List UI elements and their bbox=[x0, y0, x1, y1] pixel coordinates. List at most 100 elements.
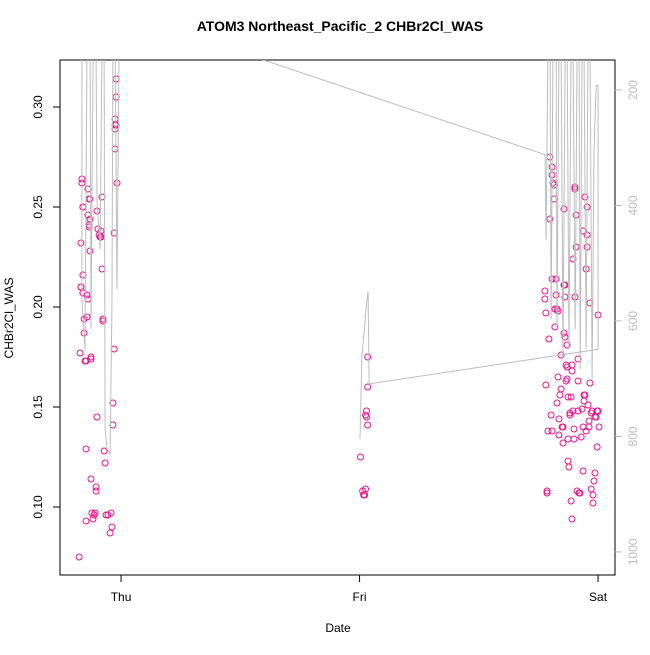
data-point bbox=[77, 239, 85, 247]
data-point bbox=[87, 355, 95, 363]
data-point bbox=[557, 385, 565, 393]
data-point bbox=[579, 423, 587, 431]
data-point bbox=[578, 405, 586, 413]
data-point bbox=[77, 283, 85, 291]
data-point bbox=[75, 553, 83, 561]
data-point bbox=[89, 515, 97, 523]
data-point bbox=[552, 291, 560, 299]
data-point bbox=[563, 341, 571, 349]
data-point bbox=[564, 393, 572, 401]
data-point bbox=[93, 207, 101, 215]
data-point bbox=[565, 463, 573, 471]
data-point bbox=[82, 445, 90, 453]
data-point bbox=[92, 483, 100, 491]
data-point bbox=[86, 195, 94, 203]
y2-tick-label: 1000 bbox=[626, 538, 640, 565]
data-point bbox=[541, 287, 549, 295]
data-point bbox=[86, 215, 94, 223]
y2-tick-label: 200 bbox=[626, 80, 640, 100]
y-tick-label: 0.20 bbox=[31, 295, 45, 319]
data-point bbox=[113, 179, 121, 187]
data-point bbox=[93, 413, 101, 421]
chart-title: ATOM3 Northeast_Pacific_2 CHBr2Cl_WAS bbox=[197, 18, 484, 34]
data-point bbox=[112, 75, 120, 83]
data-point bbox=[568, 515, 576, 523]
data-point bbox=[554, 373, 562, 381]
data-point bbox=[87, 475, 95, 483]
data-point bbox=[364, 383, 372, 391]
data-point bbox=[571, 185, 579, 193]
y2-tick-label: 600 bbox=[626, 311, 640, 331]
data-point bbox=[567, 393, 575, 401]
data-point bbox=[83, 313, 91, 321]
data-point bbox=[586, 379, 594, 387]
data-point bbox=[567, 497, 575, 505]
data-point bbox=[547, 411, 555, 419]
data-point bbox=[110, 345, 118, 353]
y-tick-label: 0.30 bbox=[31, 95, 45, 119]
data-point bbox=[542, 309, 550, 317]
data-point bbox=[97, 227, 105, 235]
data-point bbox=[548, 275, 556, 283]
data-point bbox=[542, 381, 550, 389]
y-tick-label: 0.25 bbox=[31, 195, 45, 219]
data-point bbox=[362, 413, 370, 421]
x-tick-label: Thu bbox=[111, 590, 132, 604]
data-point bbox=[92, 487, 100, 495]
data-point bbox=[574, 407, 582, 415]
x-tick-label: Sat bbox=[589, 590, 608, 604]
data-point bbox=[560, 329, 568, 337]
data-point bbox=[100, 447, 108, 455]
data-point bbox=[555, 415, 563, 423]
data-point bbox=[559, 423, 567, 431]
data-point bbox=[79, 289, 87, 297]
data-point bbox=[543, 489, 551, 497]
data-point bbox=[99, 317, 107, 325]
data-point bbox=[576, 489, 584, 497]
data-point bbox=[362, 485, 370, 493]
data-point bbox=[570, 435, 578, 443]
data-point bbox=[548, 427, 556, 435]
data-point bbox=[564, 457, 572, 465]
data-point bbox=[589, 491, 597, 499]
x-tick-label: Fri bbox=[353, 590, 367, 604]
data-point bbox=[357, 453, 365, 461]
data-point bbox=[554, 307, 562, 315]
data-point bbox=[587, 485, 595, 493]
data-point bbox=[551, 323, 559, 331]
data-point bbox=[568, 361, 576, 369]
data-point bbox=[541, 295, 549, 303]
data-point bbox=[109, 421, 117, 429]
data-point bbox=[563, 375, 571, 383]
data-point bbox=[569, 407, 577, 415]
data-point bbox=[362, 407, 370, 415]
data-point bbox=[585, 417, 593, 425]
data-point bbox=[556, 391, 564, 399]
data-point bbox=[545, 335, 553, 343]
data-point bbox=[101, 459, 109, 467]
y2-tick-label: 400 bbox=[626, 195, 640, 215]
data-point bbox=[364, 421, 372, 429]
y-tick-label: 0.15 bbox=[31, 395, 45, 419]
data-point bbox=[593, 443, 601, 451]
data-point bbox=[574, 355, 582, 363]
data-point bbox=[546, 215, 554, 223]
data-point bbox=[561, 281, 569, 289]
data-point bbox=[579, 467, 587, 475]
y2-tick-label: 800 bbox=[626, 426, 640, 446]
data-point bbox=[364, 353, 372, 361]
data-point bbox=[594, 407, 602, 415]
data-point bbox=[568, 367, 576, 375]
y-tick-label: 0.10 bbox=[31, 495, 45, 519]
data-point bbox=[76, 349, 84, 357]
data-point bbox=[590, 477, 598, 485]
x-axis-label: Date bbox=[325, 621, 351, 635]
data-point bbox=[86, 247, 94, 255]
data-point bbox=[577, 433, 585, 441]
data-point bbox=[552, 275, 560, 283]
y-axis-label: CHBr2Cl_WAS bbox=[2, 278, 16, 359]
data-point bbox=[570, 425, 578, 433]
data-point bbox=[106, 529, 114, 537]
data-point bbox=[574, 377, 582, 385]
